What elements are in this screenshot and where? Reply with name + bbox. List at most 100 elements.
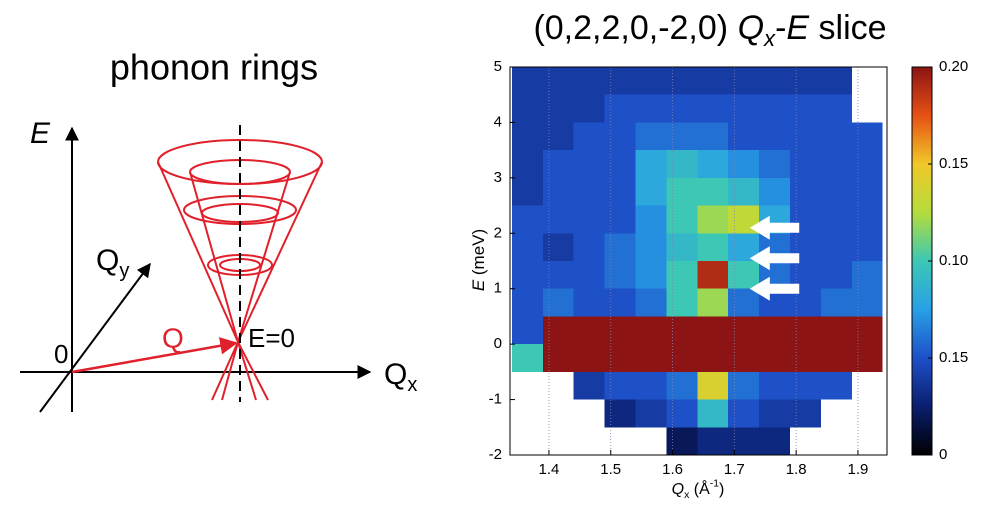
- heatmap-cell: [511, 67, 543, 95]
- heatmap-cell: [728, 344, 760, 372]
- heatmap-cell: [666, 177, 698, 206]
- y-tick-label: 3: [494, 169, 502, 186]
- heatmap-cell: [573, 316, 605, 345]
- x-axis-label: Qx (Å-1): [672, 478, 725, 500]
- heatmap-cell: [573, 94, 605, 123]
- heatmap-cell: [604, 233, 636, 261]
- heatmap-cell: [697, 67, 729, 95]
- heatmap-cell: [666, 371, 698, 400]
- chart-title: (0,2,2,0,-2,0) Qx-E slice: [533, 9, 886, 51]
- heatmap-cell: [728, 261, 760, 289]
- heatmap-cell: [635, 371, 667, 400]
- heatmap-cell: [728, 122, 760, 151]
- text-segment: (0,2,2,0,-2,0): [533, 9, 737, 47]
- heatmap-cell: [759, 150, 790, 178]
- heatmap-cell: [573, 122, 605, 151]
- q-label: Q: [162, 322, 184, 353]
- heatmap-cell: [728, 94, 760, 123]
- heatmap-cell: [820, 261, 852, 289]
- heatmap-cell: [789, 122, 821, 151]
- heatmap-cell: [728, 67, 760, 95]
- heatmap-cell: [511, 288, 543, 317]
- heatmap-cell: [542, 94, 574, 123]
- heatmap-cell: [820, 94, 852, 123]
- heatmap-cell: [635, 94, 667, 123]
- heatmap-cell: [666, 288, 698, 317]
- heatmap-cell: [697, 371, 729, 400]
- heatmap-cell: [728, 177, 760, 206]
- label-sub: y: [119, 260, 129, 282]
- x-tick-label: 1.6: [662, 461, 683, 478]
- elastic-label: E=0: [248, 323, 295, 353]
- heatmap-cell: [697, 122, 729, 151]
- heatmap-cell: [789, 371, 821, 400]
- heatmap-cell: [820, 150, 852, 178]
- x-tick-label: 1.7: [724, 461, 745, 478]
- heatmap-cell: [573, 261, 605, 289]
- heatmap-cell: [542, 233, 574, 261]
- heatmap-cell: [697, 316, 729, 345]
- heatmap-cell: [511, 94, 543, 123]
- heatmap-cell: [851, 233, 883, 261]
- y-tick-label: 4: [494, 113, 502, 130]
- heatmap-cell: [573, 288, 605, 317]
- heatmap-cell: [573, 177, 605, 206]
- text-segment: E: [469, 279, 488, 291]
- colorbar-tick-label: 0.15: [939, 155, 968, 172]
- heatmap-cell: [511, 344, 543, 372]
- label-main: Q: [384, 358, 407, 391]
- heatmap-cell: [759, 94, 790, 123]
- label-main: Q: [96, 244, 119, 277]
- heatmap-cell: [604, 316, 636, 345]
- heatmap-cell: [820, 316, 852, 345]
- heatmap-cell: [604, 399, 636, 428]
- heatmap-cell: [511, 150, 543, 178]
- heatmap-cell: [820, 67, 852, 95]
- heatmap-cell: [728, 399, 760, 428]
- label-sub: x: [407, 374, 417, 396]
- heatmap-cell: [604, 371, 636, 400]
- heatmap-cell: [697, 288, 729, 317]
- heatmap-cell: [697, 205, 729, 234]
- heatmap-cell: [759, 67, 790, 95]
- heatmap-cell: [666, 150, 698, 178]
- heatmap-cell: [573, 344, 605, 372]
- heatmap-cell: [851, 261, 883, 289]
- heatmap-cell: [666, 344, 698, 372]
- heatmap-cell: [697, 427, 729, 455]
- heatmap-cell: [511, 261, 543, 289]
- heatmap-cell: [789, 177, 821, 206]
- heatmap-cell: [820, 177, 852, 206]
- heatmap-cell: [666, 399, 698, 428]
- heatmap-cell: [511, 316, 543, 345]
- text-segment: Q: [672, 481, 684, 498]
- text-segment: (Å: [689, 479, 710, 498]
- heatmap-cell: [851, 288, 883, 317]
- text-segment: (meV): [469, 229, 488, 280]
- heatmap-cell: [820, 371, 852, 400]
- heatmap-cell: [820, 122, 852, 151]
- heatmap-cell: [542, 344, 574, 372]
- heatmap-cell: [697, 233, 729, 261]
- y-axis-label: E (meV): [469, 229, 488, 291]
- y-tick-label: 5: [494, 58, 502, 75]
- heatmap-cell: [573, 67, 605, 95]
- text-segment: slice: [809, 9, 886, 47]
- x-tick-label: 1.5: [600, 461, 621, 478]
- heatmap-cell: [604, 288, 636, 317]
- heatmap-cell: [666, 233, 698, 261]
- heatmap-cell: [851, 150, 883, 178]
- arrow: [749, 276, 800, 301]
- heatmap-cell: [728, 316, 760, 345]
- y-tick-label: 0: [494, 335, 502, 352]
- heatmap-cell: [759, 371, 790, 400]
- plot-frame: [509, 66, 888, 456]
- heatmap-cell: [789, 399, 821, 428]
- heatmap-cell: [697, 344, 729, 372]
- heatmap-cell: [542, 316, 574, 345]
- heatmap-cell: [789, 344, 821, 372]
- cone-lines: [157, 161, 323, 401]
- heatmap-cell: [697, 150, 729, 178]
- heatmap-cell: [759, 399, 790, 428]
- heatmap-cell: [759, 122, 790, 151]
